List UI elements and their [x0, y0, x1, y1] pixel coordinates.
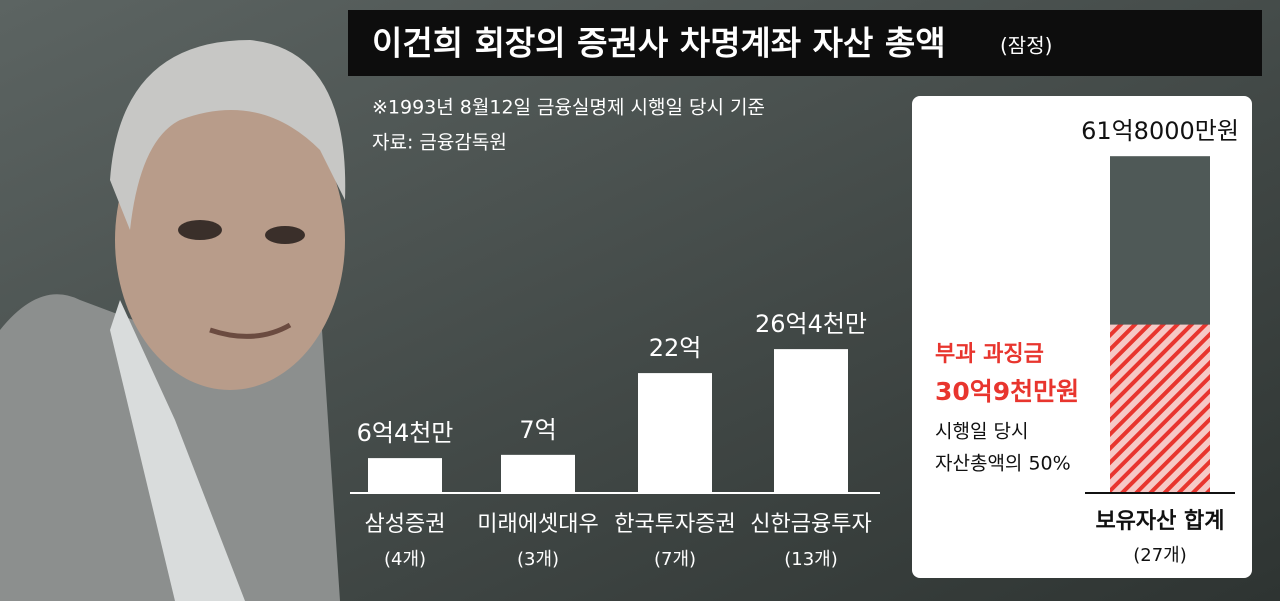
bar: [368, 458, 442, 493]
penalty-bar: [1110, 324, 1210, 493]
value-label: 7억: [519, 416, 556, 444]
penalty-label: 부과 과징금: [935, 342, 1044, 367]
value-label: 6억4천만: [357, 419, 454, 447]
portrait: [0, 40, 346, 601]
title-bar: [348, 10, 1262, 76]
category-note: (27개): [1133, 545, 1187, 566]
bar: [501, 454, 575, 493]
category-note: (3개): [517, 549, 559, 570]
title: 이건희 회장의 증권사 차명계좌 자산 총액: [372, 24, 946, 63]
bar: [774, 349, 848, 493]
value-label: 61억8000만원: [1081, 117, 1239, 145]
value-label: 26억4천만: [755, 310, 867, 338]
category-label: 보유자산 합계: [1095, 508, 1224, 534]
value-label: 22억: [649, 334, 702, 362]
category-label: 신한금융투자: [750, 512, 871, 537]
penalty-note: 시행일 당시: [935, 421, 1028, 443]
bar: [638, 373, 712, 493]
penalty-note: 자산총액의 50%: [935, 453, 1071, 475]
category-label: 한국투자증권: [614, 512, 735, 537]
category-note: (7개): [654, 549, 696, 570]
source: 자료: 금융감독원: [372, 132, 507, 154]
category-note: (13개): [784, 549, 838, 570]
category-label: 삼성증권: [365, 512, 446, 537]
penalty-value: 30억9천만원: [935, 377, 1079, 406]
title-note: (잠정): [1000, 34, 1052, 58]
note: ※1993년 8월12일 금융실명제 시행일 당시 기준: [372, 97, 765, 119]
category-note: (4개): [384, 549, 426, 570]
category-label: 미래에셋대우: [477, 512, 598, 537]
